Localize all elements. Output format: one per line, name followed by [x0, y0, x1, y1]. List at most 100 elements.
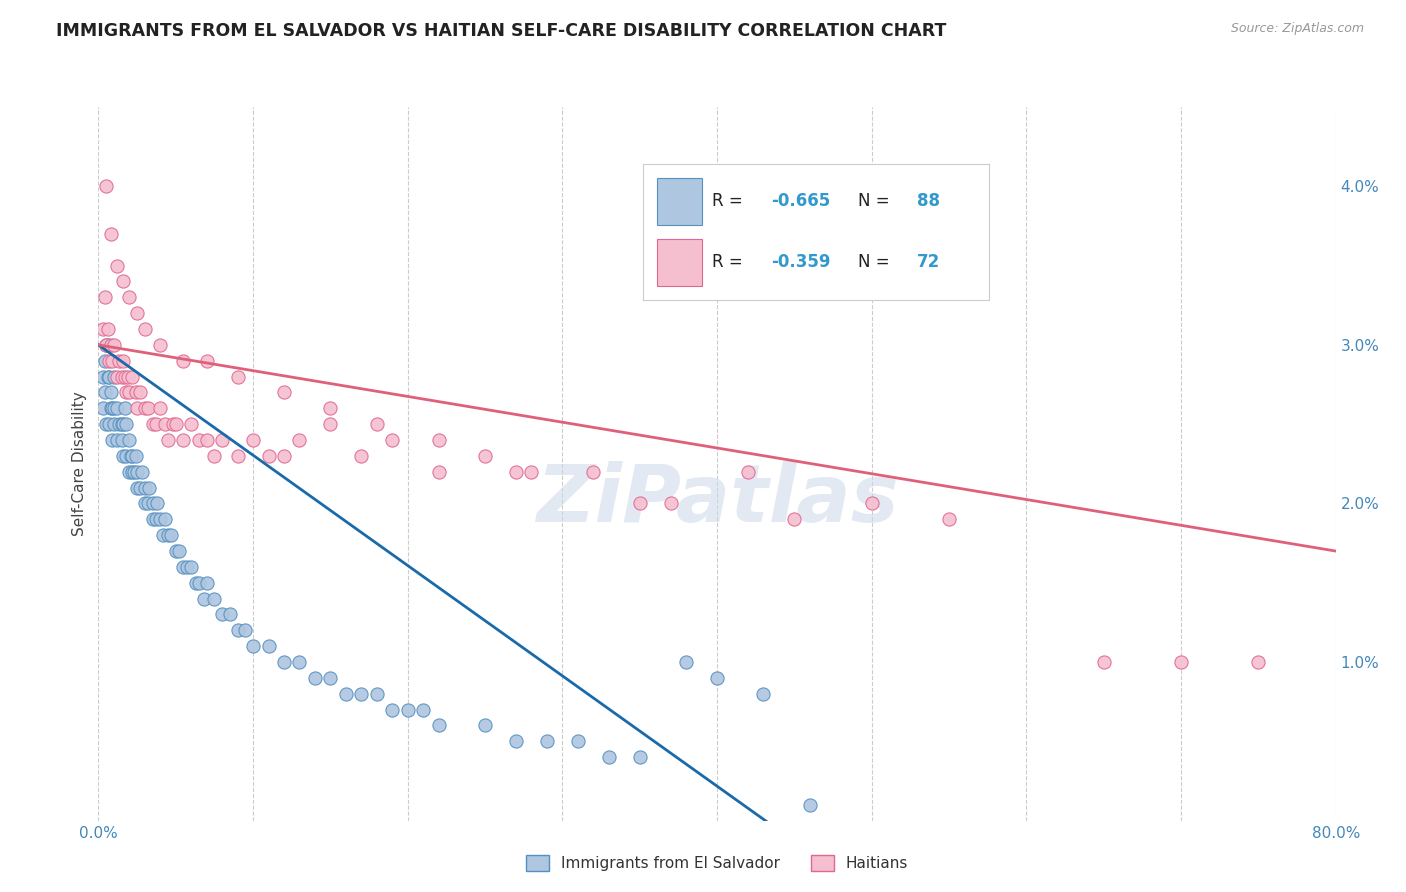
- Point: [204, 591, 226, 606]
- Point: [98, 417, 121, 432]
- Point: [675, 655, 697, 669]
- Point: [1247, 655, 1270, 669]
- Point: [145, 417, 167, 432]
- Point: [121, 449, 143, 463]
- Point: [142, 496, 165, 510]
- Point: [628, 750, 651, 764]
- Point: [257, 449, 280, 463]
- Point: [136, 496, 159, 510]
- Point: [152, 528, 174, 542]
- Point: [112, 353, 135, 368]
- Point: [96, 179, 118, 194]
- Point: [474, 449, 496, 463]
- Point: [752, 687, 775, 701]
- Point: [112, 417, 135, 432]
- Point: [101, 401, 124, 416]
- Point: [96, 417, 118, 432]
- Point: [121, 465, 143, 479]
- Point: [165, 544, 187, 558]
- Point: [381, 703, 404, 717]
- Point: [114, 401, 136, 416]
- Point: [115, 385, 138, 400]
- Point: [860, 496, 883, 510]
- Point: [101, 353, 124, 368]
- Point: [195, 433, 218, 447]
- Y-axis label: Self-Care Disability: Self-Care Disability: [72, 392, 87, 536]
- Text: ZiPatlas: ZiPatlas: [536, 460, 898, 539]
- Point: [257, 639, 280, 653]
- Point: [211, 433, 233, 447]
- Point: [188, 433, 211, 447]
- Point: [97, 338, 120, 352]
- Point: [412, 703, 434, 717]
- Point: [91, 322, 114, 336]
- Point: [737, 465, 759, 479]
- Point: [427, 465, 450, 479]
- Point: [100, 338, 122, 352]
- Point: [107, 417, 129, 432]
- Point: [103, 338, 125, 352]
- Point: [134, 481, 156, 495]
- Point: [145, 512, 167, 526]
- Point: [167, 544, 190, 558]
- Point: [127, 401, 149, 416]
- Point: [366, 687, 388, 701]
- Point: [100, 401, 122, 416]
- Point: [567, 734, 589, 748]
- Point: [204, 449, 226, 463]
- Point: [98, 369, 121, 384]
- Point: [131, 465, 153, 479]
- Point: [184, 575, 207, 590]
- Point: [127, 465, 149, 479]
- Point: [319, 417, 342, 432]
- Point: [105, 433, 128, 447]
- Point: [188, 575, 211, 590]
- Point: [180, 560, 202, 574]
- Point: [134, 401, 156, 416]
- Point: [180, 417, 202, 432]
- Point: [134, 496, 156, 510]
- Point: [226, 449, 249, 463]
- Point: [103, 401, 125, 416]
- Point: [114, 369, 136, 384]
- Point: [706, 671, 728, 685]
- Point: [242, 639, 264, 653]
- Point: [582, 465, 605, 479]
- Point: [350, 449, 373, 463]
- Point: [211, 607, 233, 622]
- Point: [93, 385, 115, 400]
- Point: [112, 275, 135, 289]
- Point: [97, 322, 120, 336]
- Point: [118, 433, 141, 447]
- Point: [242, 433, 264, 447]
- Point: [273, 655, 295, 669]
- Point: [136, 401, 159, 416]
- Point: [100, 227, 122, 241]
- Point: [120, 449, 142, 463]
- Point: [105, 369, 128, 384]
- Point: [118, 290, 141, 304]
- Point: [138, 481, 160, 495]
- Point: [146, 496, 169, 510]
- Point: [219, 607, 242, 622]
- Point: [142, 417, 165, 432]
- Point: [129, 385, 152, 400]
- Point: [536, 734, 558, 748]
- Point: [153, 512, 176, 526]
- Point: [118, 465, 141, 479]
- Point: [101, 433, 124, 447]
- Point: [505, 465, 527, 479]
- Point: [396, 703, 419, 717]
- Point: [173, 353, 195, 368]
- Point: [157, 433, 180, 447]
- Point: [115, 449, 138, 463]
- Point: [659, 496, 682, 510]
- Point: [115, 417, 138, 432]
- Point: [628, 496, 651, 510]
- Point: [193, 591, 215, 606]
- Point: [381, 433, 404, 447]
- Point: [157, 528, 180, 542]
- Point: [127, 481, 149, 495]
- Point: [105, 259, 128, 273]
- Point: [122, 465, 145, 479]
